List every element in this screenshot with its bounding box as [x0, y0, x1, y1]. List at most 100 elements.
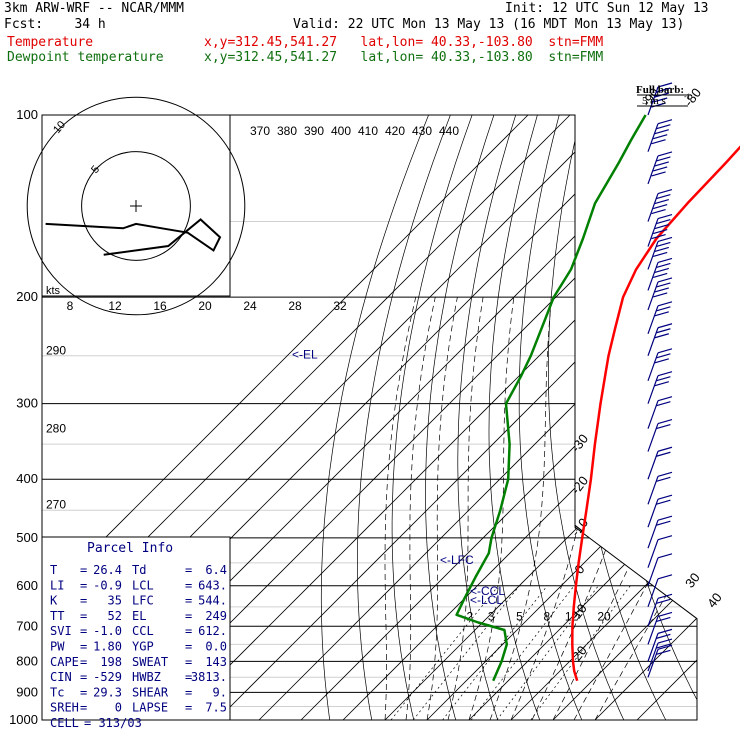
parcel-param-label: PW — [50, 640, 65, 654]
parcel-info-frame — [41, 536, 231, 721]
wind-barb-flag — [657, 535, 673, 541]
parcel-param-value: -529 — [93, 670, 122, 684]
wind-barb-flag — [651, 208, 666, 215]
wind-barb — [647, 539, 659, 568]
wind-barb-flag — [654, 333, 669, 339]
parcel-param-value: 29.3 — [93, 685, 122, 699]
parcel-param-value: 35 — [108, 594, 122, 608]
wind-barb-flag — [656, 262, 671, 269]
wind-barb-flag — [657, 593, 673, 599]
pressure-tick-label: 400 — [16, 471, 38, 486]
dry-adiabat-line — [320, 115, 429, 720]
parcel-param-label: CAPE — [50, 655, 79, 669]
isotherm-tick-label: 40 — [704, 590, 725, 611]
dry-adiabat-line — [706, 115, 740, 720]
hodograph-trace — [45, 218, 222, 256]
wind-barb-flag — [653, 134, 668, 140]
parcel-param-value: 52 — [108, 609, 122, 623]
mixing-ratio-line — [412, 585, 520, 720]
parcel-param-value: 1.80 — [93, 640, 122, 654]
hodograph-ring — [81, 151, 191, 261]
mixing-ratio-line — [442, 585, 548, 720]
parcel-param-label: Tc — [50, 685, 64, 699]
wind-barb-flag — [653, 97, 668, 103]
hodograph-speed-label: 28 — [288, 299, 302, 313]
wind-barb-flag — [656, 353, 671, 359]
parcel-equals-sign: = — [80, 594, 87, 608]
valid-time: Valid: 22 UTC Mon 13 May 13 (16 MDT Mon … — [293, 17, 685, 32]
parcel-param-value: 612. — [198, 624, 227, 638]
wind-barb — [647, 375, 659, 404]
temperature-legend-label: Temperature — [7, 35, 94, 50]
wind-barb-flag — [656, 401, 671, 407]
moist-adiabat-line — [468, 297, 515, 720]
theta-tick-label-left: 290 — [46, 343, 66, 357]
wind-barb-flag — [656, 616, 671, 622]
pressure-tick-label: 900 — [16, 684, 38, 699]
isotherm-tick-label: 30 — [682, 570, 703, 591]
wind-barb-flag — [653, 166, 668, 172]
mixing-ratio-label: 2 — [466, 609, 473, 623]
moist-adiabat-line — [405, 297, 436, 720]
parcel-equals-sign: = — [185, 624, 192, 638]
parcel-equals-sign: = — [80, 624, 87, 638]
isotherm-line — [174, 115, 697, 720]
wind-barb-flag — [654, 161, 669, 167]
wind-barb-flag — [657, 628, 673, 634]
parcel-param-label: T — [50, 563, 57, 577]
barb-key-exponent: -1 — [684, 92, 691, 101]
wind-barb-flag — [654, 311, 669, 317]
pressure-tick-label: 300 — [16, 396, 38, 411]
parcel-equals-sign: = — [80, 670, 87, 684]
isotherm-line — [258, 115, 697, 720]
wind-barb-flag — [657, 236, 673, 243]
pressure-tick-label: 1000 — [9, 712, 38, 727]
forecast-hour: Fcst: 34 h — [4, 17, 106, 32]
wind-barb — [647, 400, 659, 429]
wind-barb-flag — [656, 87, 671, 93]
init-time: Init: 12 UTC Sun 12 May 13 — [505, 1, 709, 16]
parcel-param-value: 26.4 — [93, 563, 122, 577]
pressure-tick-label: 500 — [16, 530, 38, 545]
parcel-param-value: -0.9 — [93, 578, 122, 592]
dry-adiabat-line — [457, 115, 517, 720]
wind-barb-flag — [656, 643, 671, 649]
wind-barb-flag — [656, 633, 671, 639]
wind-barb — [647, 423, 659, 452]
mixing-ratio-line — [390, 585, 499, 720]
wind-barb-flag — [656, 124, 671, 130]
mixing-ratio-label: 12 — [565, 609, 579, 623]
dry-adiabat-line — [488, 115, 541, 720]
parcel-equals-sign: = — [185, 594, 192, 608]
wind-barb-flag — [657, 119, 673, 125]
wind-barb-flag — [657, 574, 673, 580]
parcel-param-value: 7.5 — [205, 701, 227, 715]
wind-barb-flag — [653, 272, 668, 279]
level-marker-label: <-CCL — [470, 584, 505, 598]
wind-barb-flag — [657, 301, 673, 307]
parcel-param-value: 0 — [115, 701, 122, 715]
parcel-equals-sign: = — [185, 640, 192, 654]
level-marker-label: <-LCL — [470, 593, 503, 607]
parcel-param-value: 143 — [205, 655, 227, 669]
parcel-param-label: CCL — [132, 624, 154, 638]
parcel-param-label: SVI — [50, 624, 72, 638]
dewpoint-profile — [455, 114, 647, 682]
parcel-param-value: 9. — [213, 685, 227, 699]
wind-barb-flag — [656, 219, 671, 225]
hodograph-speed-label: 12 — [108, 299, 122, 313]
mixing-ratio-label: 8 — [544, 609, 551, 623]
wind-barb-flag — [657, 418, 673, 425]
parcel-param-value: 544. — [198, 594, 227, 608]
parcel-equals-sign: = — [185, 655, 192, 669]
parcel-param-label: LAPSE — [132, 701, 168, 715]
parcel-param-label: EL — [132, 609, 146, 623]
wind-barb-flag — [654, 224, 669, 230]
wind-barb-flag — [656, 451, 671, 457]
wind-barb-flag — [656, 241, 671, 248]
dry-adiabat-line — [656, 115, 697, 720]
theta-tick-label-left: 270 — [46, 497, 66, 511]
wind-barb — [647, 649, 659, 678]
isotherm-line — [552, 115, 697, 720]
parcel-equals-sign: = — [185, 563, 192, 577]
